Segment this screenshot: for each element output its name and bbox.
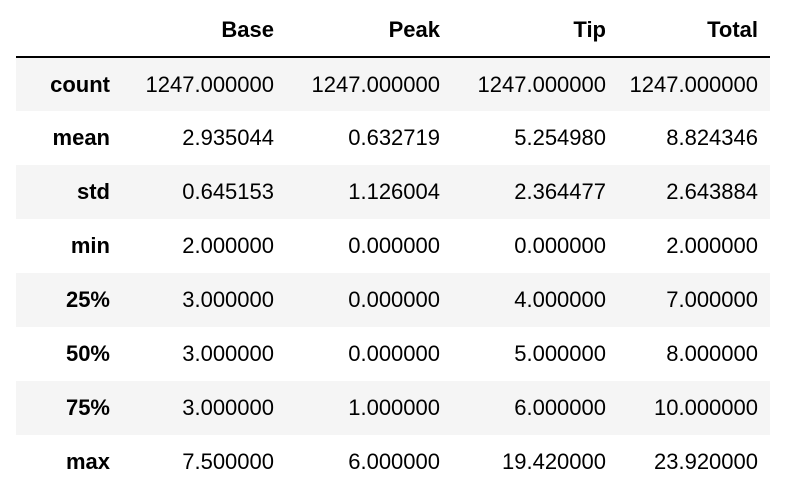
table-cell: 0.000000: [514, 233, 606, 258]
table-row: 75% 3.000000 1.000000 6.000000 10.000000: [16, 381, 770, 435]
index-header-cell: [16, 3, 120, 58]
stats-table-container: Base Peak Tip Total count 1247.000000 12…: [16, 3, 770, 489]
row-label: count: [50, 71, 110, 97]
table-row: std 0.645153 1.126004 2.364477 2.643884: [16, 165, 770, 219]
table-cell: 0.000000: [348, 341, 440, 366]
column-header-total: Total: [618, 3, 770, 58]
table-cell: 0.645153: [182, 179, 274, 204]
table-cell: 3.000000: [182, 287, 274, 312]
table-cell: 19.420000: [502, 449, 606, 474]
header-row: Base Peak Tip Total: [16, 3, 770, 58]
column-header-peak: Peak: [286, 3, 452, 58]
row-label: min: [70, 233, 110, 258]
table-cell: 1.126004: [348, 179, 440, 204]
table-cell: 2.000000: [182, 233, 274, 258]
column-header-base: Base: [120, 3, 286, 58]
table-row: 50% 3.000000 0.000000 5.000000 8.000000: [16, 327, 770, 381]
table-cell: 6.000000: [514, 395, 606, 420]
table-row: 25% 3.000000 0.000000 4.000000 7.000000: [16, 273, 770, 327]
table-header: Base Peak Tip Total: [16, 3, 770, 58]
table-cell: 7.000000: [666, 287, 758, 312]
table-cell: 2.000000: [666, 233, 758, 258]
table-cell: 10.000000: [654, 395, 758, 420]
table-cell: 1247.000000: [629, 71, 758, 97]
row-label: max: [65, 449, 110, 474]
table-cell: 23.920000: [654, 449, 758, 474]
column-header-tip: Tip: [452, 3, 618, 58]
table-cell: 6.000000: [348, 449, 440, 474]
table-cell: 2.935044: [182, 125, 274, 150]
table-cell: 3.000000: [182, 341, 274, 366]
describe-stats-table: Base Peak Tip Total count 1247.000000 12…: [16, 3, 770, 489]
table-cell: 2.643884: [666, 179, 758, 204]
table-cell: 0.000000: [348, 287, 440, 312]
table-cell: 8.000000: [666, 341, 758, 366]
table-body: count 1247.000000 1247.000000 1247.00000…: [16, 57, 770, 489]
table-row: max 7.500000 6.000000 19.420000 23.92000…: [16, 435, 770, 489]
table-cell: 5.000000: [514, 341, 606, 366]
table-cell: 0.632719: [348, 125, 440, 150]
table-cell: 1247.000000: [145, 71, 274, 97]
row-label: mean: [52, 125, 110, 150]
row-label: std: [77, 179, 110, 204]
table-cell: 8.824346: [666, 125, 758, 150]
table-cell: 2.364477: [514, 179, 606, 204]
table-cell: 5.254980: [514, 125, 606, 150]
table-cell: 1247.000000: [477, 71, 606, 97]
row-label: 75%: [65, 395, 110, 420]
row-label: 50%: [65, 341, 110, 366]
table-row: mean 2.935044 0.632719 5.254980 8.824346: [16, 111, 770, 165]
table-row: min 2.000000 0.000000 0.000000 2.000000: [16, 219, 770, 273]
row-label: 25%: [65, 287, 110, 312]
table-cell: 1.000000: [348, 395, 440, 420]
table-cell: 4.000000: [514, 287, 606, 312]
table-cell: 0.000000: [348, 233, 440, 258]
table-cell: 7.500000: [182, 449, 274, 474]
table-cell: 3.000000: [182, 395, 274, 420]
table-cell: 1247.000000: [311, 71, 440, 97]
table-row: count 1247.000000 1247.000000 1247.00000…: [16, 57, 770, 111]
